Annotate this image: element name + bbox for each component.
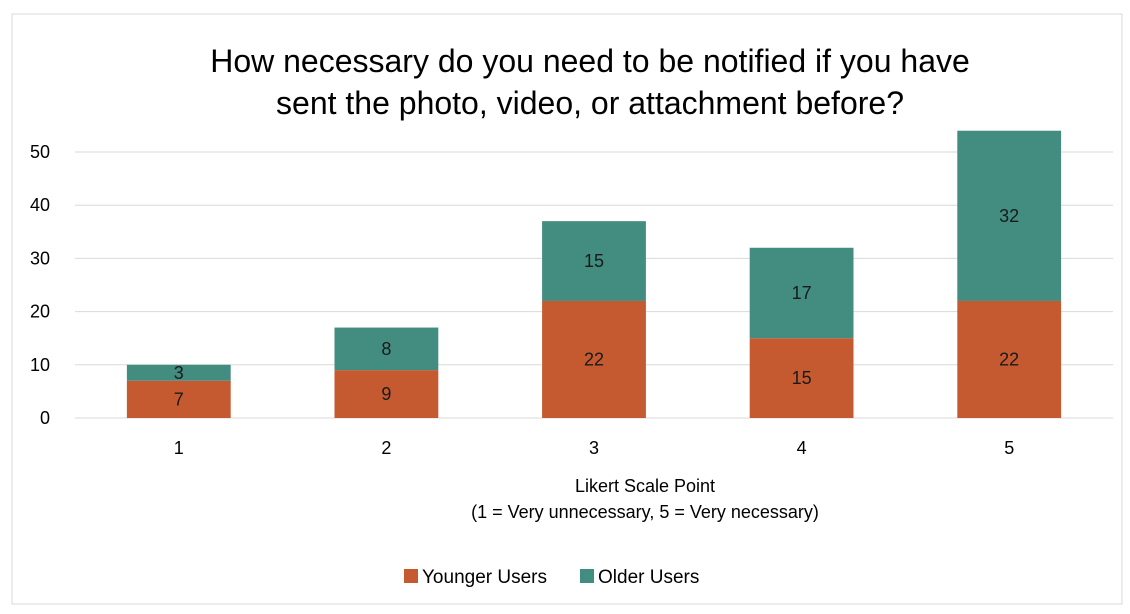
data-label-older-1: 3 <box>174 363 184 383</box>
x-tick-label: 5 <box>1004 438 1014 458</box>
data-label-younger-3: 22 <box>584 349 604 369</box>
bar-younger-1 <box>126 380 231 418</box>
chart-title-line-1: How necessary do you need to be notified… <box>210 43 970 79</box>
data-label-older-2: 8 <box>381 339 391 359</box>
bar-older-5 <box>957 130 1062 301</box>
x-tick-label: 2 <box>381 438 391 458</box>
bar-older-3 <box>542 221 646 301</box>
bars <box>126 130 1062 418</box>
data-label-younger-4: 15 <box>792 368 812 388</box>
gridlines <box>75 151 1113 419</box>
data-label-younger-2: 9 <box>381 384 391 404</box>
data-label-younger-1: 7 <box>174 389 184 409</box>
x-axis-ticks: 1 2 3 4 5 <box>174 438 1014 458</box>
legend-label-younger: Younger Users <box>422 567 547 588</box>
bar-younger-4 <box>749 338 854 418</box>
y-tick-label: 0 <box>40 408 50 428</box>
x-axis-label-line-1: Likert Scale Point <box>575 476 715 496</box>
data-label-older-3: 15 <box>584 251 604 271</box>
x-axis-label-line-2: (1 = Very unnecessary, 5 = Very necessar… <box>471 502 819 522</box>
bar-older-2 <box>334 327 439 371</box>
data-label-older-4: 17 <box>792 283 812 303</box>
y-tick-label: 10 <box>30 355 50 375</box>
y-axis-ticks: 0 10 20 30 40 50 <box>30 142 50 428</box>
legend-swatch-younger <box>404 569 418 583</box>
y-tick-label: 40 <box>30 195 50 215</box>
data-labels: 7 3 9 8 22 15 15 17 22 32 <box>174 206 1019 410</box>
bar-younger-2 <box>334 370 439 418</box>
x-tick-label: 3 <box>589 438 599 458</box>
x-tick-label: 1 <box>174 438 184 458</box>
data-label-younger-5: 22 <box>999 349 1019 369</box>
bar-younger-3 <box>542 300 646 418</box>
data-label-older-5: 32 <box>999 206 1019 226</box>
legend: Younger Users Older Users <box>404 567 699 588</box>
legend-swatch-older <box>580 569 594 583</box>
y-tick-label: 50 <box>30 142 50 162</box>
chart-title-line-2: sent the photo, video, or attachment bef… <box>276 85 904 121</box>
bar-older-1 <box>126 364 231 381</box>
y-tick-label: 30 <box>30 248 50 268</box>
y-tick-label: 20 <box>30 302 50 322</box>
bar-older-4 <box>749 247 854 339</box>
x-tick-label: 4 <box>797 438 807 458</box>
bar-younger-5 <box>957 300 1062 418</box>
legend-label-older: Older Users <box>598 567 699 588</box>
